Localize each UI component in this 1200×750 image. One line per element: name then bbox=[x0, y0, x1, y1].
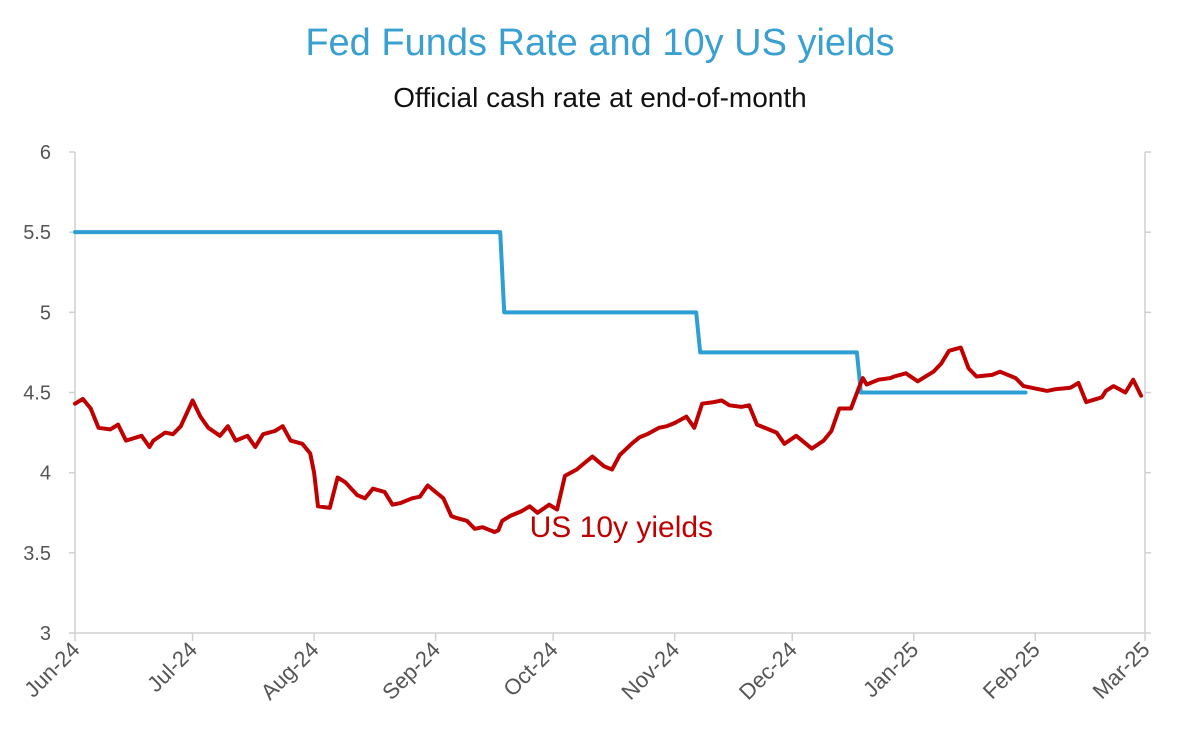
y-tick-label: 4 bbox=[40, 463, 51, 485]
y-tick-label: 3.5 bbox=[23, 543, 51, 565]
x-tick-label: Nov-24 bbox=[616, 637, 684, 705]
y-tick-label: 5 bbox=[40, 302, 51, 324]
y-tick-label: 4.5 bbox=[23, 383, 51, 405]
series-line-fed bbox=[73, 230, 1028, 395]
series-line-us10y bbox=[73, 345, 1144, 534]
x-tick-label: Jan-25 bbox=[858, 637, 923, 702]
x-tick-label: Jun-24 bbox=[19, 637, 84, 702]
x-tick-label: Feb-25 bbox=[978, 637, 1045, 704]
x-tick-label: Aug-24 bbox=[256, 637, 324, 705]
x-tick-label: Sep-24 bbox=[377, 637, 445, 705]
y-tick-label: 6 bbox=[40, 142, 51, 164]
x-tick-label: Mar-25 bbox=[1088, 637, 1155, 704]
x-tick-label: Dec-24 bbox=[734, 637, 802, 705]
y-tick-label: 3 bbox=[40, 623, 51, 645]
chart-title: Fed Funds Rate and 10y US yields bbox=[305, 22, 895, 64]
y-tick-label: 5.5 bbox=[23, 222, 51, 244]
x-tick-label: Oct-24 bbox=[498, 637, 562, 701]
chart-subtitle: Official cash rate at end-of-month bbox=[393, 82, 807, 113]
series-annotation-label: US 10y yields bbox=[530, 511, 713, 544]
x-tick-label: Jul-24 bbox=[142, 637, 202, 697]
